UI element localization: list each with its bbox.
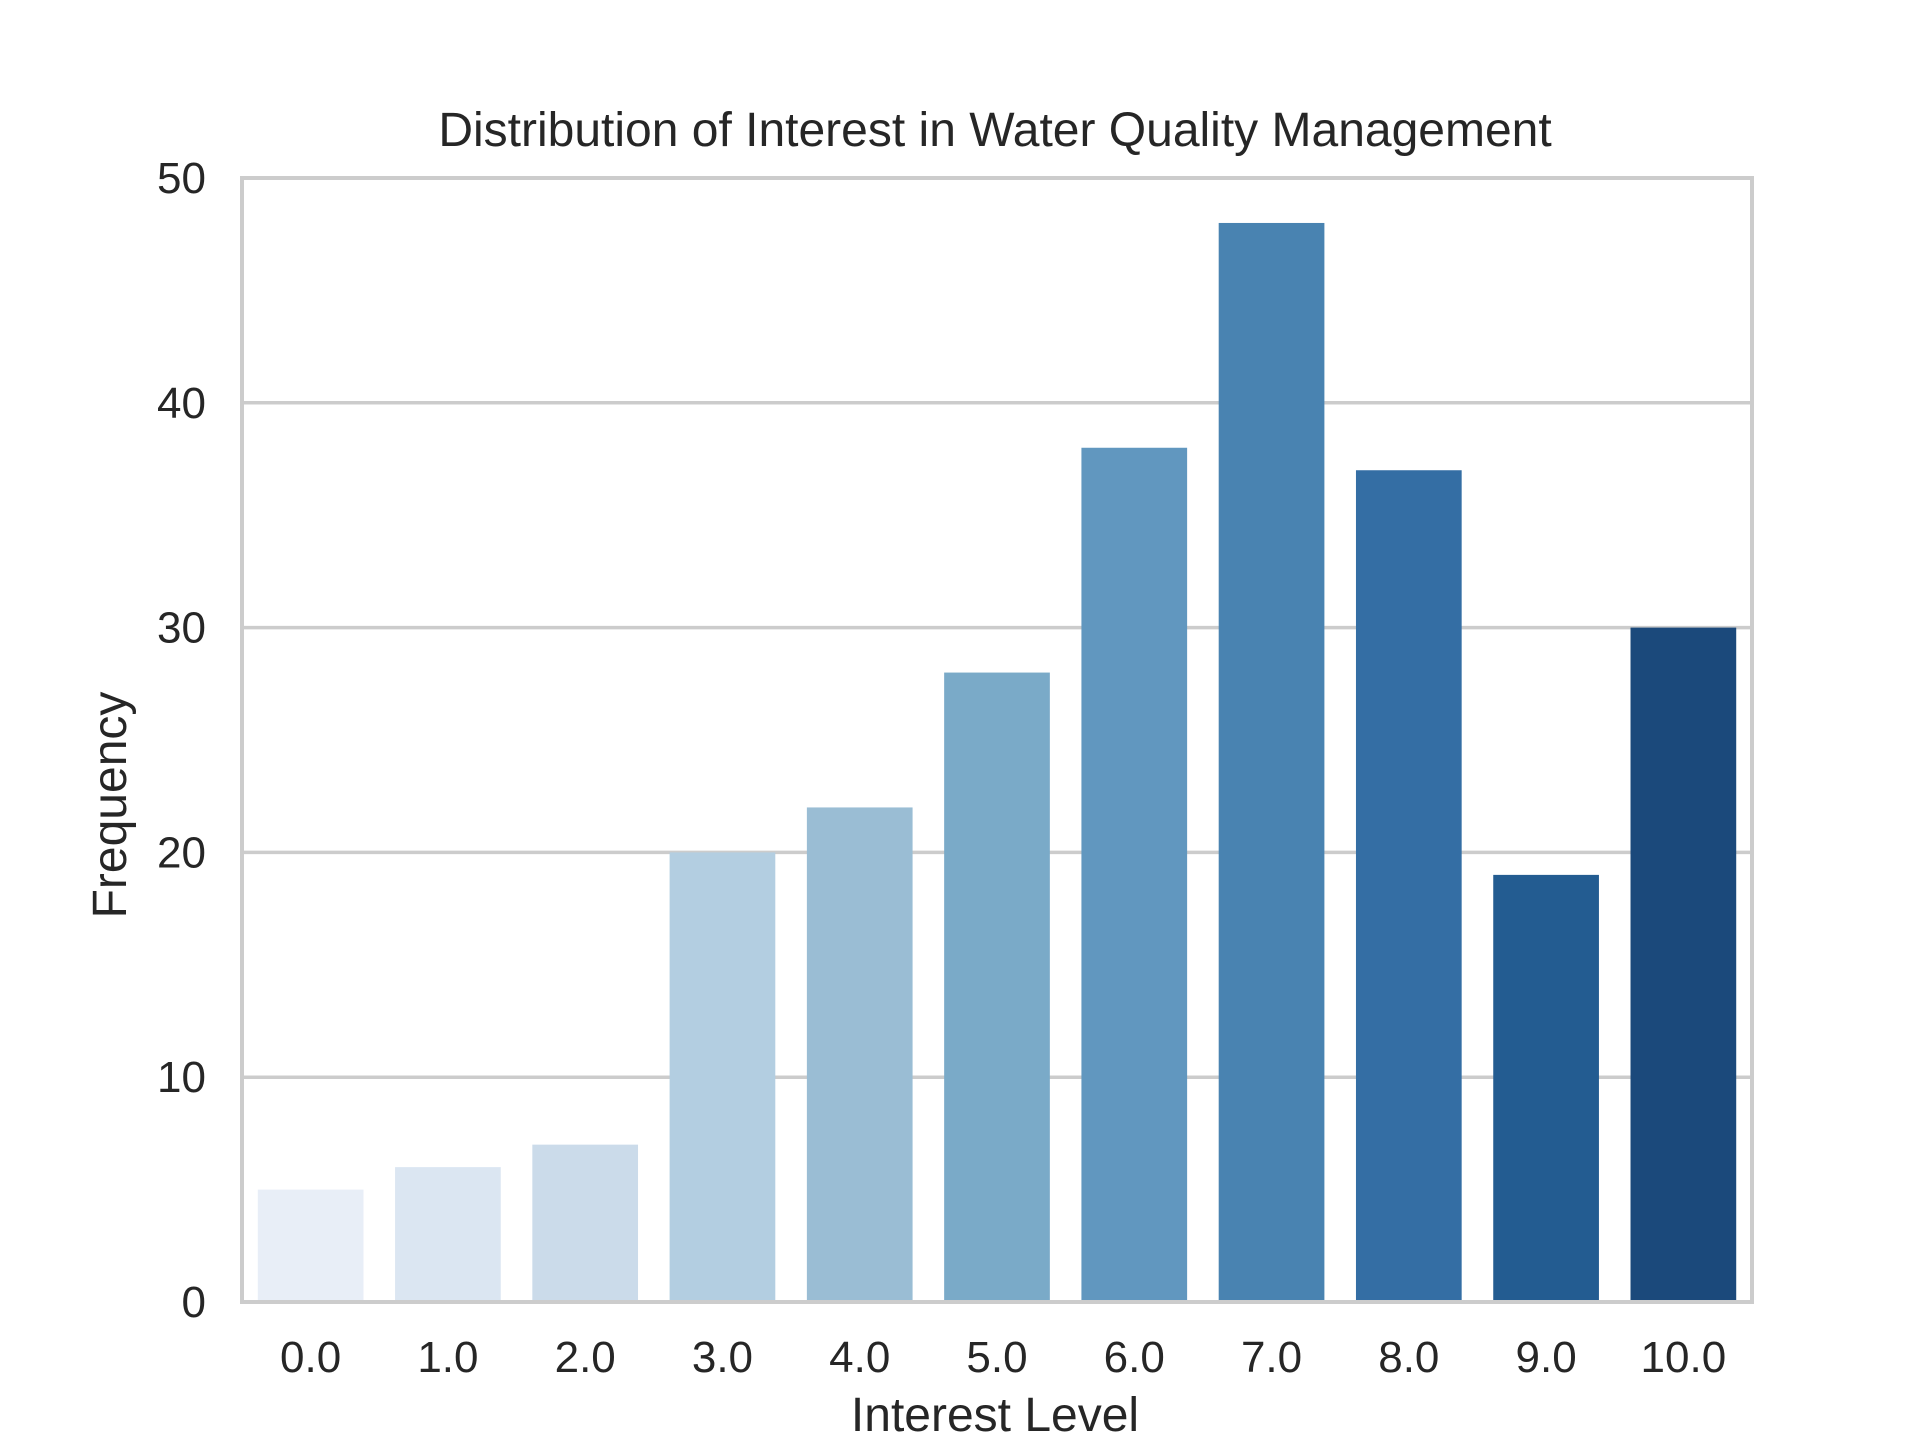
x-tick-label: 10.0 <box>1641 1333 1727 1382</box>
x-tick-label: 4.0 <box>829 1333 890 1382</box>
bar <box>1081 447 1188 1302</box>
x-tick-label: 8.0 <box>1378 1333 1439 1382</box>
chart-title: Distribution of Interest in Water Qualit… <box>438 104 1551 157</box>
y-tick-label: 10 <box>157 1053 206 1102</box>
bar <box>257 1189 364 1302</box>
y-tick-label: 40 <box>157 379 206 428</box>
plot-frame <box>240 176 1754 1304</box>
x-tick-label: 9.0 <box>1516 1333 1577 1382</box>
x-tick-label: 6.0 <box>1104 1333 1165 1382</box>
bar <box>1355 470 1462 1302</box>
y-tick-label: 30 <box>157 604 206 653</box>
bar <box>1218 222 1325 1303</box>
y-axis-label: Frequency <box>84 692 137 919</box>
y-tick-labels: 0 10 20 30 40 50 <box>157 154 206 1327</box>
bar <box>1630 627 1737 1302</box>
x-axis-label: Interest Level <box>851 1389 1139 1440</box>
bar <box>532 1144 639 1302</box>
bar <box>395 1167 501 1302</box>
bar <box>669 852 776 1302</box>
bar <box>806 807 913 1302</box>
x-tick-label: 2.0 <box>555 1333 616 1382</box>
bar <box>1493 874 1599 1302</box>
x-tick-label: 5.0 <box>966 1333 1027 1382</box>
x-tick-label: 1.0 <box>417 1333 478 1382</box>
bar <box>944 672 1050 1302</box>
x-tick-label: 3.0 <box>692 1333 753 1382</box>
x-tick-label: 7.0 <box>1241 1333 1302 1382</box>
x-tick-label: 0.0 <box>280 1333 341 1382</box>
y-tick-label: 50 <box>157 154 206 203</box>
bars <box>257 222 1737 1303</box>
x-tick-labels: 0.0 1.0 2.0 3.0 4.0 5.0 6.0 7.0 8.0 9.0 10.0 <box>280 1333 1726 1382</box>
y-tick-label: 0 <box>182 1278 206 1327</box>
y-tick-label: 20 <box>157 828 206 877</box>
